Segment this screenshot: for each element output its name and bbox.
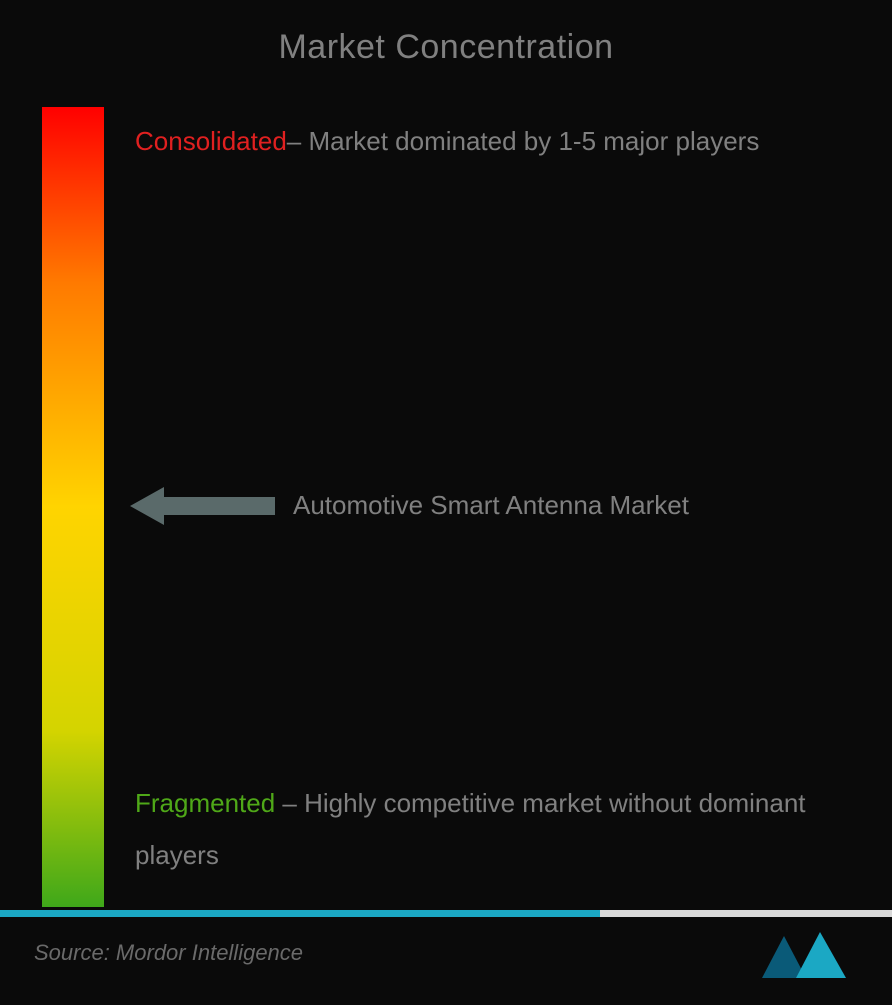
fragmented-description: Fragmented – Highly competitive market w… xyxy=(135,777,855,881)
page-title: Market Concentration xyxy=(0,0,892,67)
consolidated-text: – Market dominated by 1-5 major players xyxy=(287,126,760,156)
diagram-content: Consolidated– Market dominated by 1-5 ma… xyxy=(0,97,892,917)
footer-neutral-segment xyxy=(600,910,892,917)
consolidated-description: Consolidated– Market dominated by 1-5 ma… xyxy=(135,115,835,167)
source-attribution: Source: Mordor Intelligence xyxy=(34,940,303,966)
concentration-gradient-bar xyxy=(42,107,104,907)
footer-accent-segment xyxy=(0,910,600,917)
fragmented-keyword: Fragmented xyxy=(135,788,275,818)
market-name-label: Automotive Smart Antenna Market xyxy=(293,488,693,523)
consolidated-keyword: Consolidated xyxy=(135,126,287,156)
market-position-marker: Automotive Smart Antenna Market xyxy=(130,487,693,525)
mordor-logo-icon xyxy=(756,928,852,984)
left-arrow-icon xyxy=(130,487,275,525)
footer: Source: Mordor Intelligence xyxy=(0,910,892,1005)
footer-divider xyxy=(0,910,892,917)
